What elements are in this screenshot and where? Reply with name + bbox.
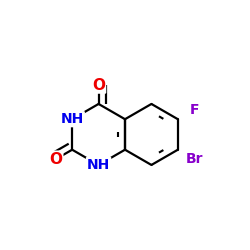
Text: O: O — [92, 78, 105, 92]
Text: NH: NH — [60, 112, 84, 126]
Text: O: O — [49, 152, 62, 167]
Text: Br: Br — [186, 152, 203, 166]
Text: F: F — [190, 103, 199, 117]
Text: NH: NH — [87, 158, 110, 172]
